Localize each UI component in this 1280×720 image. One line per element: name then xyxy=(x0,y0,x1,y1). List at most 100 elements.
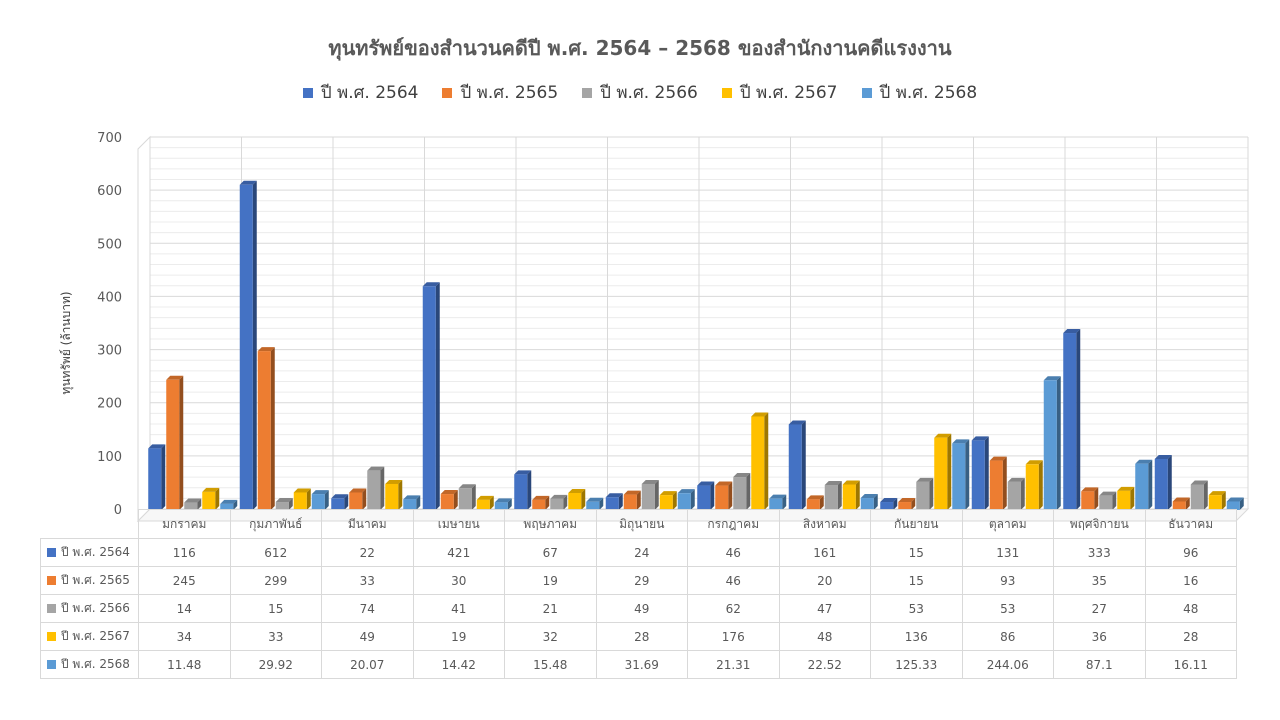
data-label: 93 xyxy=(961,566,1054,595)
bar-side xyxy=(618,493,623,510)
data-label: 46 xyxy=(687,566,780,595)
bar-side xyxy=(654,479,659,510)
data-label: 14.42 xyxy=(412,650,505,679)
data-label: 28 xyxy=(595,622,688,651)
table-row-header: ปี พ.ศ. 2568 xyxy=(40,650,139,679)
data-label: 96 xyxy=(1144,538,1237,567)
y-tick-label: 300 xyxy=(97,344,122,359)
bar-side xyxy=(599,497,604,510)
bar-side xyxy=(306,488,311,510)
table-legend-swatch xyxy=(47,576,56,585)
table-legend-swatch xyxy=(47,632,56,641)
y-tick-label: 700 xyxy=(97,131,122,146)
data-label: 20.07 xyxy=(321,650,414,679)
bar xyxy=(715,485,729,510)
table-row-header: ปี พ.ศ. 2566 xyxy=(40,594,139,623)
table-series-name: ปี พ.ศ. 2565 xyxy=(61,573,130,587)
bar-top xyxy=(202,487,220,492)
x-tick-label: กันยายน xyxy=(870,509,963,539)
table-legend-swatch xyxy=(47,660,56,669)
bar-top xyxy=(349,488,367,493)
data-label: 125.33 xyxy=(870,650,963,679)
data-label: 11.48 xyxy=(138,650,231,679)
bar-side xyxy=(1002,456,1007,510)
bar xyxy=(385,483,399,510)
data-label: 176 xyxy=(687,622,780,651)
bar xyxy=(1208,495,1222,510)
table-row: ปี พ.ศ. 2568 11.48 29.92 20.07 14.42 15.48 31.… xyxy=(40,650,1237,679)
bar-top xyxy=(166,375,184,380)
bar-top xyxy=(880,498,898,503)
x-tick-label: กรกฎาคม xyxy=(687,509,780,539)
bar-top xyxy=(1025,460,1043,465)
data-label: 131 xyxy=(961,538,1054,567)
bar xyxy=(641,483,655,510)
bar xyxy=(1043,380,1057,510)
bar xyxy=(769,498,783,510)
data-label: 22 xyxy=(321,538,414,567)
table-legend-swatch xyxy=(47,548,56,557)
bar-side xyxy=(1203,480,1208,510)
bar-side xyxy=(710,481,715,510)
data-label: 161 xyxy=(778,538,871,567)
bar xyxy=(568,492,582,510)
bar-side xyxy=(545,495,550,510)
bar-top xyxy=(1117,486,1135,491)
x-tick-label: สิงหาคม xyxy=(778,509,871,539)
data-label: 86 xyxy=(961,622,1054,651)
bar-top xyxy=(677,489,695,494)
bar xyxy=(971,440,985,510)
chart-legend: ปี พ.ศ. 2564 ปี พ.ศ. 2565 ปี พ.ศ. 2566 ปี พ… xyxy=(0,79,1280,106)
bar-side xyxy=(1038,460,1043,510)
data-label: 46 xyxy=(687,538,780,567)
bar-side xyxy=(746,473,751,510)
bar xyxy=(422,286,436,510)
bar xyxy=(166,379,180,510)
data-label: 36 xyxy=(1053,622,1146,651)
bar xyxy=(623,494,637,510)
bar-top xyxy=(898,498,916,503)
data-label: 33 xyxy=(321,566,414,595)
bar-side xyxy=(855,480,860,510)
bar-side xyxy=(344,494,349,510)
data-label: 28 xyxy=(1144,622,1237,651)
x-tick-label: มีนาคม xyxy=(321,509,414,539)
bar-top xyxy=(860,494,878,499)
bar xyxy=(257,351,271,510)
bar xyxy=(514,474,528,510)
data-label: 27 xyxy=(1053,594,1146,623)
bar-side xyxy=(1056,376,1061,510)
bar-top xyxy=(1063,329,1081,334)
legend-item: ปี พ.ศ. 2565 xyxy=(442,79,558,106)
bar-side xyxy=(728,481,733,510)
data-label: 53 xyxy=(870,594,963,623)
bar-top xyxy=(1043,376,1061,381)
bar-top xyxy=(989,456,1007,461)
bar-side xyxy=(929,477,934,510)
bar xyxy=(677,493,691,510)
bar-top xyxy=(331,494,349,499)
bar-top xyxy=(440,490,458,495)
chart-title: ทุนทรัพย์ของสำนวนคดีปี พ.ศ. 2564 – 2568 … xyxy=(328,36,952,60)
y-tick-label: 0 xyxy=(114,503,122,518)
bar xyxy=(860,498,874,510)
bar-side xyxy=(1112,491,1117,510)
bar xyxy=(659,495,673,510)
bar-side xyxy=(270,347,275,510)
bar-side xyxy=(1094,487,1099,510)
bar-top xyxy=(1099,491,1117,496)
legend-item: ปี พ.ศ. 2566 xyxy=(582,79,698,106)
bar-top xyxy=(605,493,623,498)
bar-top xyxy=(842,480,860,485)
bar xyxy=(952,443,966,510)
bar-side xyxy=(507,498,512,510)
data-label: 421 xyxy=(412,538,505,567)
bar-side xyxy=(215,487,220,510)
data-label: 48 xyxy=(1144,594,1237,623)
bar-side xyxy=(1130,486,1135,510)
bar-side xyxy=(873,494,878,510)
bar-top xyxy=(1172,497,1190,502)
bar-top xyxy=(697,481,715,486)
bar xyxy=(989,460,1003,510)
y-tick-label: 400 xyxy=(97,290,122,305)
